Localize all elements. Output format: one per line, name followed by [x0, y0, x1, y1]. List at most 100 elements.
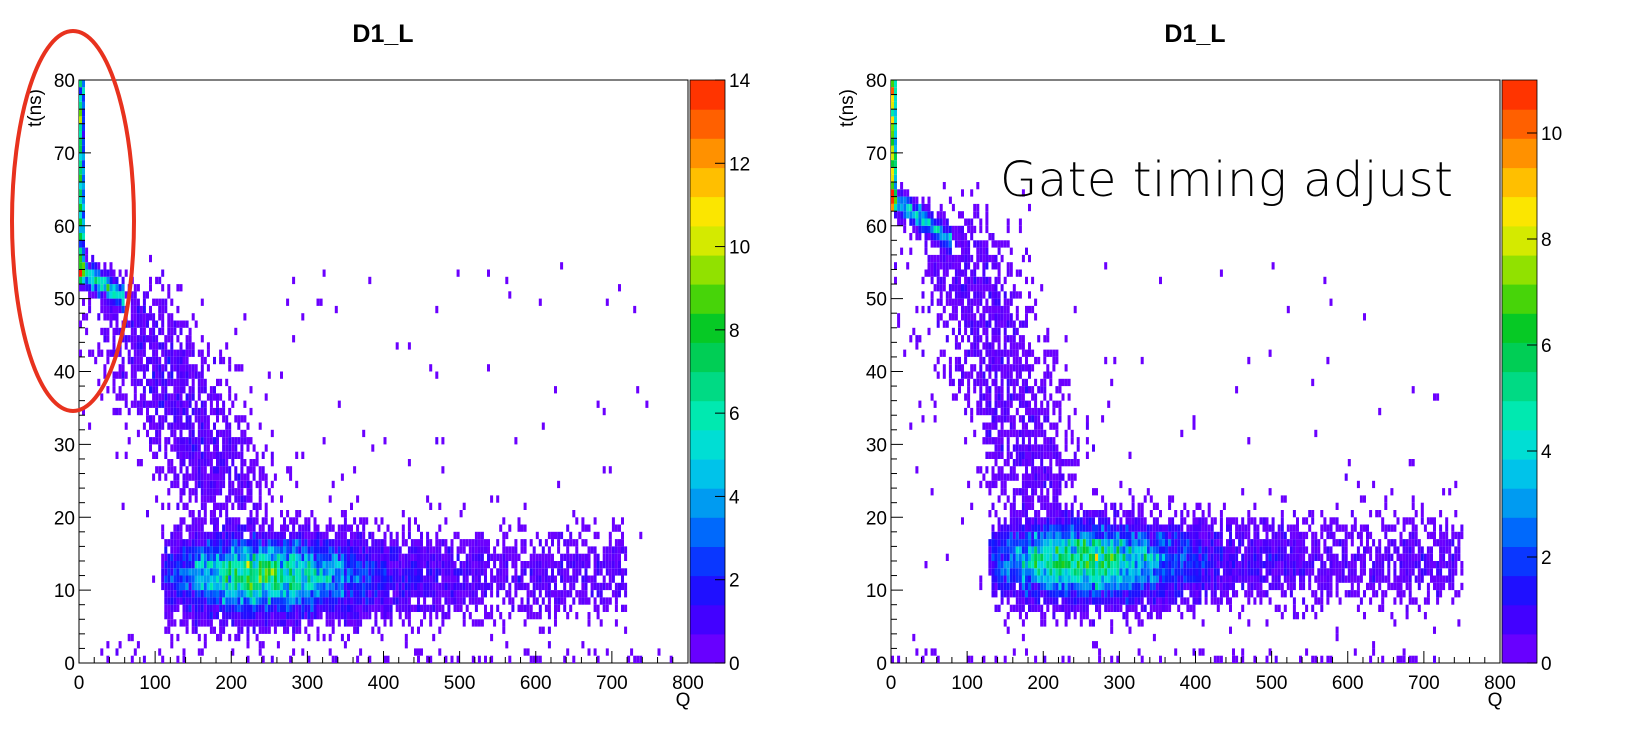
heatmap-cell [88, 299, 91, 306]
heatmap-cell [85, 255, 88, 262]
heatmap-cell [405, 641, 408, 648]
heatmap-cell [341, 474, 344, 481]
heatmap-cell [536, 554, 539, 561]
heatmap-cell [225, 539, 228, 546]
heatmap-cell [1101, 561, 1104, 568]
heatmap-cell [353, 597, 356, 604]
heatmap-cell [1040, 386, 1043, 393]
heatmap-cell [283, 605, 286, 612]
heatmap-cell [1424, 612, 1427, 619]
heatmap-cell [204, 503, 207, 510]
heatmap-cell [164, 386, 167, 393]
heatmap-cell [1010, 554, 1013, 561]
heatmap-cell [460, 568, 463, 575]
heatmap-cell [1266, 619, 1269, 626]
heatmap-cell [122, 372, 125, 379]
heatmap-cell [207, 452, 210, 459]
heatmap-cell [198, 430, 201, 437]
heatmap-cell [79, 80, 82, 87]
heatmap-cell [1001, 568, 1004, 575]
heatmap-cell [1272, 568, 1275, 575]
heatmap-cell [429, 568, 432, 575]
heatmap-cell [228, 466, 231, 473]
heatmap-cell [490, 554, 493, 561]
heatmap-cell [1214, 539, 1217, 546]
heatmap-cell [1080, 576, 1083, 583]
heatmap-cell [1287, 539, 1290, 546]
heatmap-cell [259, 612, 262, 619]
heatmap-cell [207, 619, 210, 626]
heatmap-cell [1214, 561, 1217, 568]
heatmap-cell [183, 619, 186, 626]
heatmap-cell [1022, 437, 1025, 444]
heatmap-cell [615, 539, 618, 546]
heatmap-cell [1430, 546, 1433, 553]
heatmap-cell [457, 568, 460, 575]
heatmap-cell [332, 561, 335, 568]
heatmap-cell [250, 459, 253, 466]
heatmap-cell [457, 597, 460, 604]
heatmap-cell [1001, 321, 1004, 328]
heatmap-cell [170, 379, 173, 386]
heatmap-cell [435, 590, 438, 597]
heatmap-cell [277, 583, 280, 590]
heatmap-cell [1174, 546, 1177, 553]
heatmap-cell [314, 576, 317, 583]
heatmap-cell [167, 597, 170, 604]
heatmap-cell [1022, 495, 1025, 502]
heatmap-cell [1284, 495, 1287, 502]
heatmap-cell [536, 561, 539, 568]
heatmap-cell [946, 255, 949, 262]
heatmap-cell [94, 270, 97, 277]
heatmap-cell [1460, 561, 1463, 568]
heatmap-cell [231, 532, 234, 539]
heatmap-cell [292, 634, 295, 641]
heatmap-cell [131, 364, 134, 371]
heatmap-cell [1177, 576, 1180, 583]
heatmap-cell [189, 335, 192, 342]
heatmap-cell [585, 583, 588, 590]
heatmap-cell [551, 561, 554, 568]
heatmap-cell [1150, 495, 1153, 502]
heatmap-cell [195, 576, 198, 583]
heatmap-cell [186, 379, 189, 386]
heatmap-cell [973, 379, 976, 386]
heatmap-cell [304, 605, 307, 612]
heatmap-cell [228, 357, 231, 364]
heatmap-cell [88, 284, 91, 291]
heatmap-cell [116, 328, 119, 335]
heatmap-cell [198, 452, 201, 459]
heatmap-cell [1448, 576, 1451, 583]
heatmap-cell [320, 532, 323, 539]
heatmap-cell [173, 554, 176, 561]
heatmap-cell [88, 350, 91, 357]
heatmap-cell [1217, 532, 1220, 539]
heatmap-cell [1092, 561, 1095, 568]
heatmap-cell [1019, 488, 1022, 495]
heatmap-cell [998, 262, 1001, 269]
heatmap-cell [210, 430, 213, 437]
heatmap-cell [1202, 583, 1205, 590]
heatmap-cell [213, 510, 216, 517]
heatmap-cell [429, 554, 432, 561]
heatmap-cell [79, 116, 82, 123]
heatmap-cell [381, 554, 384, 561]
heatmap-cell [1065, 517, 1068, 524]
heatmap-cell [1022, 255, 1025, 262]
heatmap-cell [1116, 532, 1119, 539]
heatmap-cell [253, 597, 256, 604]
heatmap-cell [964, 328, 967, 335]
heatmap-cell [231, 452, 234, 459]
heatmap-cell [441, 583, 444, 590]
heatmap-cell [1046, 554, 1049, 561]
heatmap-cell [201, 364, 204, 371]
heatmap-cell [478, 532, 481, 539]
heatmap-cell [481, 597, 484, 604]
heatmap-cell [1122, 597, 1125, 604]
heatmap-cell [1080, 546, 1083, 553]
heatmap-cell [280, 532, 283, 539]
heatmap-cell [347, 619, 350, 626]
heatmap-cell [1110, 546, 1113, 553]
heatmap-cell [1409, 583, 1412, 590]
heatmap-cell [1013, 568, 1016, 575]
